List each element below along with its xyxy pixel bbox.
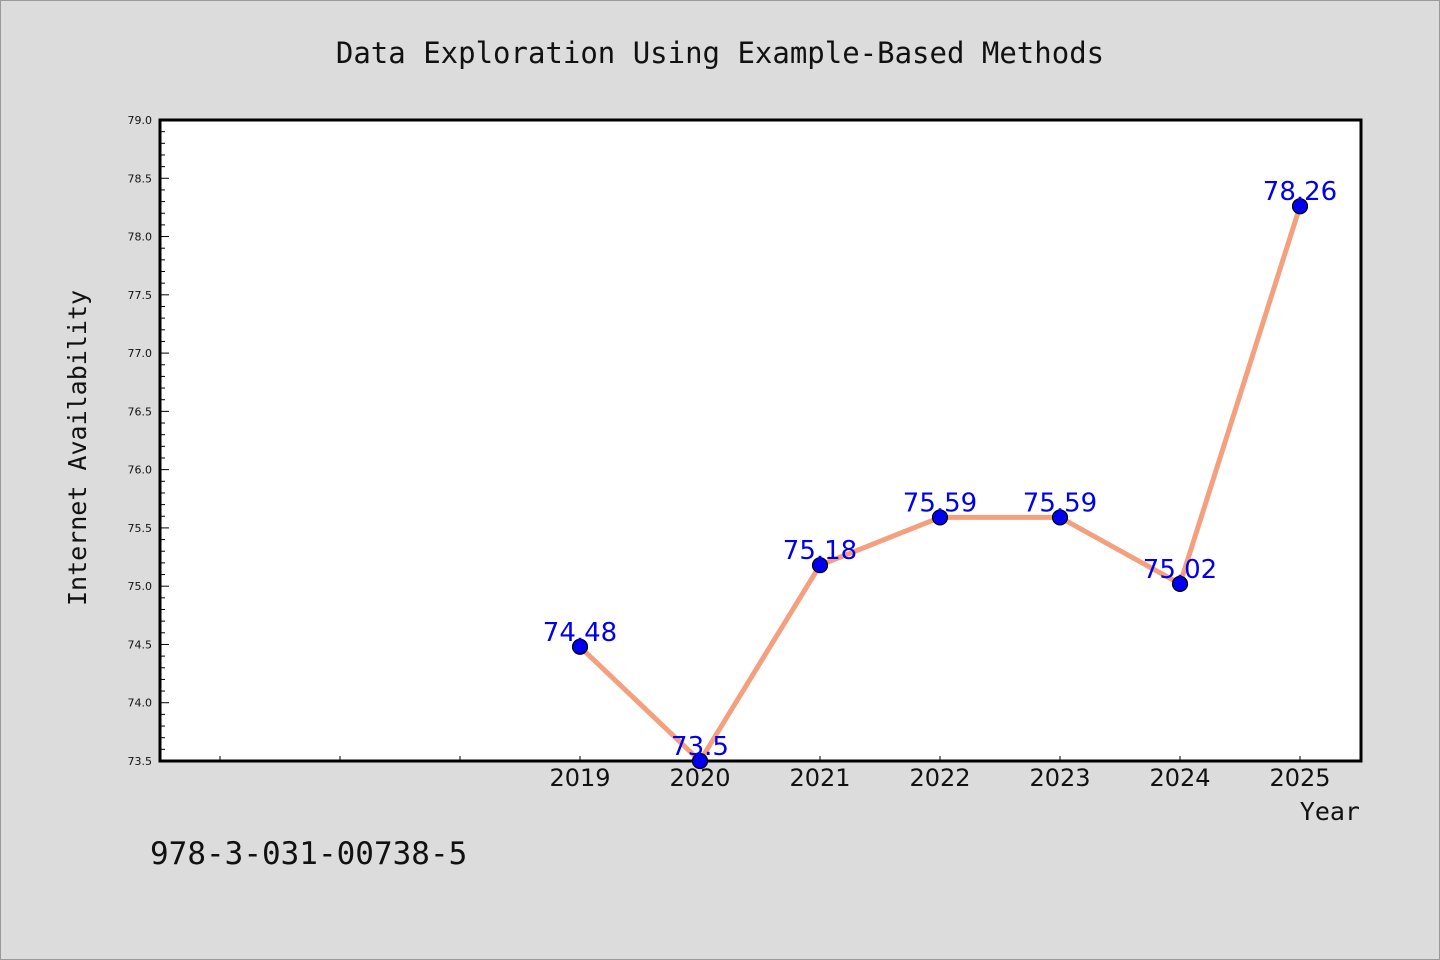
- data-point: [931, 509, 949, 526]
- data-point: [1051, 509, 1069, 526]
- x-tick-label: 2022: [909, 764, 970, 792]
- y-tick-label: 78.5: [128, 172, 153, 185]
- x-tick-label: 2019: [549, 764, 610, 792]
- data-label: 78.26: [1263, 177, 1337, 207]
- data-point: [691, 752, 709, 770]
- data-label: 75.59: [903, 488, 977, 518]
- y-axis-label: Internet Availability: [63, 290, 92, 606]
- data-labels: 74.48 73.5 75.18 75.59 75.59 75.02 78.26: [543, 177, 1337, 762]
- y-tick-label: 74.0: [128, 697, 153, 710]
- data-label: 75.02: [1143, 555, 1217, 585]
- data-label: 73.5: [671, 732, 729, 762]
- y-tick-label: 77.0: [128, 347, 153, 360]
- y-tick-label: 76.5: [128, 405, 153, 418]
- data-point: [571, 638, 589, 655]
- y-tick-label: 79.0: [128, 114, 153, 127]
- x-tick-label: 2021: [789, 764, 850, 792]
- data-label: 74.48: [543, 618, 617, 648]
- data-label: 75.59: [1023, 488, 1097, 518]
- y-tick-label: 78.0: [128, 231, 153, 244]
- y-axis: 73.5 74.0 74.5 75.0 75.5 76.0 76.5 77.0 77.5 78.0…: [128, 114, 169, 768]
- x-tick-label: 2025: [1269, 764, 1330, 792]
- data-point: [811, 557, 829, 574]
- chart-title: Data Exploration Using Example-Based Met…: [336, 36, 1104, 70]
- x-tick-label: 2024: [1149, 764, 1210, 792]
- y-tick-label: 76.0: [128, 464, 153, 477]
- y-tick-label: 73.5: [128, 755, 153, 768]
- data-markers: [571, 198, 1309, 770]
- isbn-text: 978-3-031-00738-5: [150, 836, 467, 872]
- y-tick-label: 74.5: [128, 638, 153, 651]
- x-tick-label: 2023: [1029, 764, 1090, 792]
- y-tick-label: 75.5: [128, 522, 153, 535]
- x-axis-label: Year: [1300, 797, 1360, 826]
- plot-area: [158, 118, 1363, 763]
- data-label: 75.18: [783, 536, 857, 566]
- y-tick-label: 75.0: [128, 580, 153, 593]
- x-axis: 2019 2020 2021 2022 2023 2024 2025: [219, 756, 1331, 792]
- data-point: [1291, 198, 1309, 215]
- data-point: [1171, 575, 1189, 592]
- y-tick-label: 77.5: [128, 289, 153, 302]
